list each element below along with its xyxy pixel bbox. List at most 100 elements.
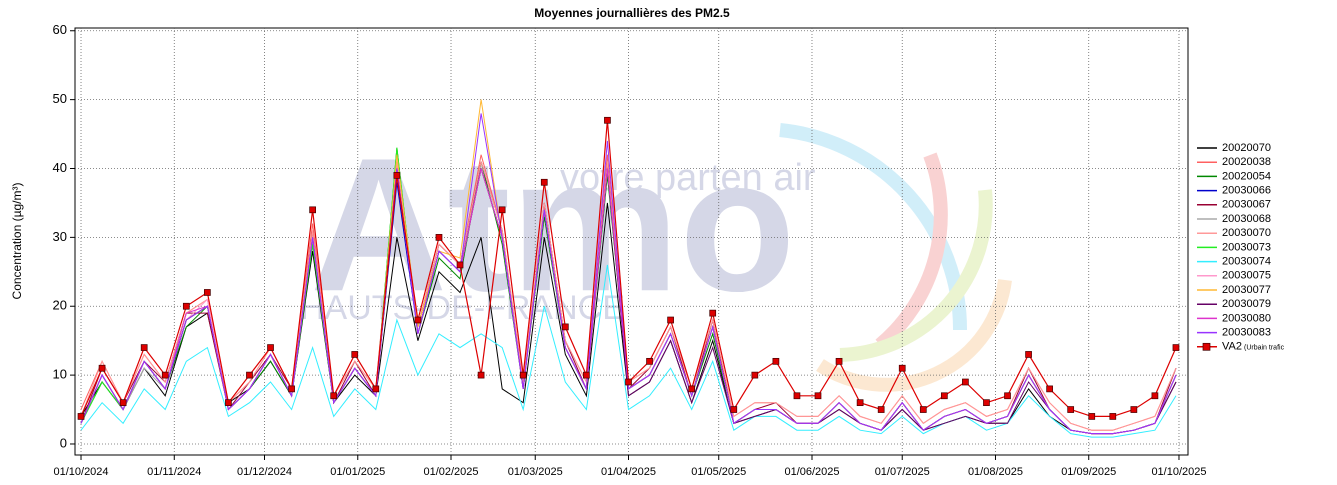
y-tick-label: 10: [53, 367, 67, 382]
y-tick-label: 0: [60, 435, 67, 450]
data-point: [456, 261, 464, 269]
series-line: [80, 264, 1177, 438]
data-point: [267, 344, 274, 351]
watermark: Atmo votre parten air HAUTS-DE-FRANCE: [300, 119, 1012, 392]
data-point: [161, 371, 169, 379]
data-point: [77, 413, 85, 420]
data-point: [1151, 392, 1159, 400]
data-point: [309, 206, 316, 214]
legend-label: 20030077: [1222, 284, 1271, 296]
legend-label: 20030073: [1222, 241, 1271, 253]
data-point: [140, 344, 148, 351]
data-point: [477, 371, 485, 379]
data-point: [435, 234, 443, 241]
data-point: [772, 357, 780, 365]
data-point: [1172, 344, 1180, 351]
legend-label: 20030068: [1222, 213, 1271, 225]
data-point: [1067, 406, 1075, 413]
legend-label: 20030079: [1222, 298, 1271, 310]
y-tick-label: 30: [53, 229, 67, 244]
x-tick-label: 01/05/2025: [691, 466, 746, 478]
data-point: [1046, 385, 1053, 393]
data-point: [372, 385, 380, 393]
data-point: [667, 316, 674, 324]
data-point: [1130, 406, 1138, 413]
legend-label: VA2: [1222, 341, 1242, 353]
legend-label: 20020038: [1222, 156, 1271, 168]
watermark-arc: [839, 189, 993, 362]
legend-label: 20020054: [1222, 170, 1271, 182]
data-point: [646, 357, 653, 365]
data-point: [288, 385, 295, 393]
plot-frame: [74, 27, 1189, 456]
data-point: [814, 392, 822, 400]
watermark-arc: [779, 123, 968, 331]
legend-label: 20030070: [1222, 227, 1271, 239]
legend-label: 20030083: [1222, 327, 1271, 339]
data-point: [962, 378, 969, 386]
data-point: [751, 371, 759, 379]
data-point: [561, 323, 569, 331]
legend-label: 20020070: [1222, 142, 1271, 154]
legend-label: 20030075: [1222, 270, 1271, 282]
y-tick-label: 40: [53, 160, 67, 175]
series-line: [80, 113, 1177, 435]
y-tick-label: 60: [53, 22, 67, 37]
chart-title: Moyennes journallières des PM2.5: [534, 6, 730, 20]
y-axis-label: Concentration (µg/m³): [10, 183, 24, 300]
watermark-tagline: votre parten air: [560, 157, 816, 199]
data-point: [983, 399, 990, 407]
x-tick-label: 01/11/2024: [147, 466, 201, 478]
data-point: [351, 351, 359, 358]
x-tick-label: 01/03/2025: [508, 466, 563, 478]
data-point: [940, 392, 948, 400]
data-point: [730, 406, 738, 413]
x-tick-label: 01/12/2024: [237, 466, 292, 478]
data-point: [330, 392, 338, 400]
data-point: [225, 399, 232, 407]
legend-note: (Urbain trafic: [1244, 345, 1285, 352]
data-point: [919, 406, 927, 413]
data-point: [498, 206, 506, 214]
data-point: [1109, 413, 1117, 420]
data-point: [1004, 392, 1011, 400]
x-tick-label: 01/08/2025: [968, 466, 1023, 478]
x-tick-label: 01/01/2025: [330, 466, 385, 478]
data-point: [98, 364, 106, 372]
x-tick-label: 01/02/2025: [423, 466, 478, 478]
data-point: [898, 364, 906, 372]
watermark-arc: [875, 152, 948, 351]
watermark-region: HAUTS-DE-FRANCE: [300, 289, 625, 327]
data-point: [709, 309, 717, 317]
data-point: [204, 289, 211, 296]
x-tick-label: 01/04/2025: [601, 466, 656, 478]
x-tick-label: 01/09/2025: [1061, 466, 1116, 478]
data-point: [688, 385, 696, 393]
x-tick-label: 01/10/2025: [1151, 466, 1206, 478]
data-point: [625, 378, 632, 386]
x-tick-label: 01/06/2025: [784, 466, 839, 478]
legend-marker: [1202, 342, 1211, 351]
data-point: [793, 392, 801, 400]
data-point: [1088, 413, 1096, 420]
x-tick-label: 01/07/2025: [875, 466, 930, 478]
data-point: [583, 371, 590, 379]
data-point: [393, 172, 401, 179]
data-point: [835, 357, 843, 365]
data-point: [1025, 351, 1032, 358]
data-point: [540, 178, 548, 186]
data-point: [119, 399, 127, 407]
data-point: [246, 371, 253, 379]
x-tick-label: 01/10/2024: [53, 466, 108, 478]
legend-label: 20030067: [1222, 199, 1271, 211]
legend-label: 20030074: [1222, 256, 1271, 268]
data-point: [182, 302, 190, 310]
data-point: [856, 399, 864, 407]
y-tick-label: 20: [53, 298, 67, 313]
legend-label: 20030080: [1222, 312, 1271, 324]
data-point: [604, 116, 611, 124]
legend-label: 20030066: [1222, 185, 1271, 197]
data-point: [519, 371, 527, 379]
data-point: [414, 316, 422, 324]
